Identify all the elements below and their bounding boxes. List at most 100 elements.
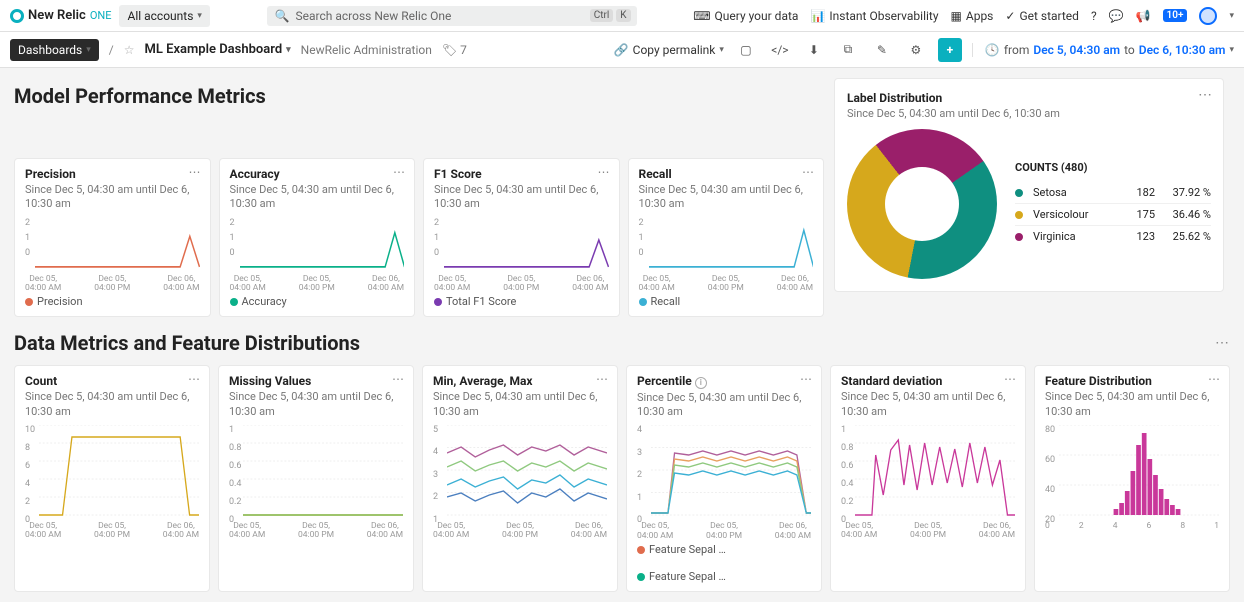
legend-dot xyxy=(637,546,645,554)
metrics-grid: ⋯ Precision Since Dec 5, 04:30 am until … xyxy=(14,158,824,317)
logo[interactable]: New Relic ONE xyxy=(10,8,111,23)
pie-legend-row[interactable]: Virginica 123 25.62 % xyxy=(1015,226,1211,247)
card-more-icon[interactable]: ⋯ xyxy=(598,165,611,179)
chevron-down-icon[interactable]: ▾ xyxy=(1229,11,1234,21)
card-title: Precision xyxy=(25,167,200,181)
card-title: Label Distribution xyxy=(847,91,1211,105)
mini-chart: 210 xyxy=(25,218,200,273)
dist-card[interactable]: ⋯ Standard deviation Since Dec 5, 04:30 … xyxy=(830,365,1026,592)
card-title: Percentilei xyxy=(637,374,811,389)
dist-card[interactable]: ⋯ Missing Values Since Dec 5, 04:30 am u… xyxy=(218,365,414,592)
link-icon: 🔗 xyxy=(614,43,629,57)
chart: 10.80.60.40.20 xyxy=(229,425,403,520)
slice-pct: 25.62 % xyxy=(1161,230,1211,243)
slice-label: Virginica xyxy=(1033,230,1109,243)
card-subtitle: Since Dec 5, 04:30 am until Dec 6, 10:30… xyxy=(639,183,814,212)
pie-legend-row[interactable]: Versicolour 175 36.46 % xyxy=(1015,204,1211,226)
card-title: Count xyxy=(25,374,199,388)
dist-card[interactable]: ⋯ Min, Average, Max Since Dec 5, 04:30 a… xyxy=(422,365,618,592)
legend-label: Recall xyxy=(651,295,681,308)
section-head-2: Data Metrics and Feature Distributions ⋯ xyxy=(14,331,1230,355)
legend-label: Total F1 Score xyxy=(446,295,516,308)
card-subtitle: Since Dec 5, 04:30 am until Dec 6, 10:30… xyxy=(433,390,607,419)
card-subtitle: Since Dec 5, 04:30 am until Dec 6, 10:30… xyxy=(637,391,811,420)
x-labels: Dec 05,04:00 AMDec 05,04:00 PMDec 06,04:… xyxy=(229,522,403,541)
section-title: Model Performance Metrics xyxy=(14,84,266,108)
download-icon[interactable]: ⬇ xyxy=(802,38,826,62)
edit-icon[interactable]: ✎ xyxy=(870,38,894,62)
legend: Total F1 Score xyxy=(434,295,609,308)
card-more-icon[interactable]: ⋯ xyxy=(1198,87,1213,103)
dashboard-title[interactable]: ML Example Dashboard ▾ xyxy=(144,42,290,57)
add-button[interactable]: + xyxy=(938,38,962,62)
card-more-icon[interactable]: ⋯ xyxy=(392,372,405,386)
section-more-icon[interactable]: ⋯ xyxy=(1215,335,1230,351)
timerange-picker[interactable]: 🕓 from Dec 5, 04:30 am to Dec 6, 10:30 a… xyxy=(972,43,1234,57)
info-icon[interactable]: i xyxy=(695,377,707,389)
chart: 1086420 xyxy=(25,425,199,520)
x-labels: Dec 05,04:00 AMDec 05,04:00 PMDec 06,04:… xyxy=(25,275,200,294)
dashboards-menu[interactable]: Dashboards ▾ xyxy=(10,39,99,61)
gear-icon[interactable]: ⚙ xyxy=(904,38,928,62)
account-crumb[interactable]: NewRelic Administration xyxy=(301,43,432,57)
card-subtitle: Since Dec 5, 04:30 am until Dec 6, 10:30… xyxy=(25,390,199,419)
copy-permalink-button[interactable]: 🔗 Copy permalink ▾ xyxy=(614,43,724,57)
card-more-icon[interactable]: ⋯ xyxy=(188,372,201,386)
metric-card[interactable]: ⋯ Precision Since Dec 5, 04:30 am until … xyxy=(14,158,211,317)
avatar[interactable] xyxy=(1199,7,1217,25)
card-title: Feature Distribution xyxy=(1045,374,1219,388)
card-more-icon[interactable]: ⋯ xyxy=(800,372,813,386)
metric-card[interactable]: ⋯ Accuracy Since Dec 5, 04:30 am until D… xyxy=(219,158,416,317)
metric-card[interactable]: ⋯ F1 Score Since Dec 5, 04:30 am until D… xyxy=(423,158,620,317)
slice-count: 182 xyxy=(1115,186,1155,199)
chart: 43210 xyxy=(637,425,811,520)
notification-badge[interactable]: 10+ xyxy=(1163,9,1188,22)
dist-card[interactable]: ⋯ Count Since Dec 5, 04:30 am until Dec … xyxy=(14,365,210,592)
clock-icon: 🕓 xyxy=(985,43,1000,57)
slice-pct: 37.92 % xyxy=(1161,186,1211,199)
card-subtitle: Since Dec 5, 04:30 am until Dec 6, 10:30… xyxy=(434,183,609,212)
x-labels: Dec 05,04:00 AMDec 05,04:00 PMDec 06,04:… xyxy=(841,522,1015,541)
metric-card[interactable]: ⋯ Recall Since Dec 5, 04:30 am until Dec… xyxy=(628,158,825,317)
tag-count[interactable]: 🏷 7 xyxy=(442,43,467,57)
chat-icon[interactable]: 💬 xyxy=(1109,9,1124,23)
x-labels: Dec 05,04:00 AMDec 05,04:00 PMDec 06,04:… xyxy=(25,522,199,541)
copy-icon[interactable]: ⧉ xyxy=(836,38,860,62)
search-input[interactable]: 🔍 Search across New Relic One Ctrl K xyxy=(267,6,637,26)
star-icon[interactable]: ☆ xyxy=(124,43,135,57)
legend-dot xyxy=(1015,233,1023,241)
pie-legend-row[interactable]: Setosa 182 37.92 % xyxy=(1015,182,1211,204)
card-more-icon[interactable]: ⋯ xyxy=(189,165,202,179)
logo-text: New Relic xyxy=(28,8,86,23)
dist-grid: ⋯ Count Since Dec 5, 04:30 am until Dec … xyxy=(14,365,1230,592)
dist-card[interactable]: ⋯ Feature Distribution Since Dec 5, 04:3… xyxy=(1034,365,1230,592)
card-more-icon[interactable]: ⋯ xyxy=(1208,372,1221,386)
breadcrumb-sep: / xyxy=(109,43,114,57)
apps-icon: ▦ xyxy=(951,9,962,23)
x-labels: 024681 xyxy=(1045,522,1219,531)
legend-label: Feature Sepal … xyxy=(649,543,726,556)
legend-dot xyxy=(25,298,33,306)
sub-right: 🔗 Copy permalink ▾ ▢ </> ⬇ ⧉ ✎ ⚙ + 🕓 fro… xyxy=(614,38,1234,62)
x-labels: Dec 05,04:00 AMDec 05,04:00 PMDec 06,04:… xyxy=(230,275,405,294)
card-more-icon[interactable]: ⋯ xyxy=(393,165,406,179)
x-labels: Dec 05,04:00 AMDec 05,04:00 PMDec 06,04:… xyxy=(639,275,814,294)
announce-icon[interactable]: 📢 xyxy=(1136,9,1151,23)
card-more-icon[interactable]: ⋯ xyxy=(802,165,815,179)
get-started-link[interactable]: ✓ Get started xyxy=(1005,9,1079,23)
tv-icon[interactable]: ▢ xyxy=(734,38,758,62)
apps-link[interactable]: ▦ Apps xyxy=(951,9,994,23)
card-subtitle: Since Dec 5, 04:30 am until Dec 6, 10:30… xyxy=(25,183,200,212)
instant-observability-link[interactable]: 📊 Instant Observability xyxy=(810,9,938,23)
search-shortcut: Ctrl K xyxy=(590,9,631,22)
query-data-link[interactable]: ⌨ Query your data xyxy=(693,9,798,23)
card-more-icon[interactable]: ⋯ xyxy=(596,372,609,386)
code-icon[interactable]: </> xyxy=(768,38,792,62)
legend: Feature Sepal …Feature Sepal … xyxy=(637,541,811,583)
pie-wrap: COUNTS (480) Setosa 182 37.92 % Versicol… xyxy=(847,129,1211,279)
card-more-icon[interactable]: ⋯ xyxy=(1004,372,1017,386)
help-icon[interactable]: ? xyxy=(1091,9,1097,23)
account-selector[interactable]: All accounts ▾ xyxy=(119,5,209,27)
dist-card[interactable]: ⋯ Percentilei Since Dec 5, 04:30 am unti… xyxy=(626,365,822,592)
search-wrap: 🔍 Search across New Relic One Ctrl K xyxy=(218,6,685,26)
